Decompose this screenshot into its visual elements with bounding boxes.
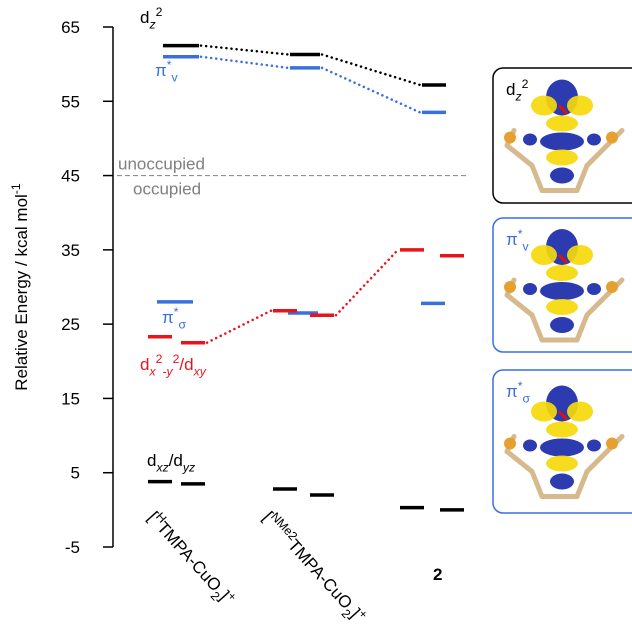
category-label-part: 2 [433,565,442,584]
orbital-lobe [531,402,557,422]
level-label-part: yz [182,461,195,475]
level-label: dx2-y2/dxy [140,352,207,378]
page: {"chart_data": { "type": "energy-level",… [0,0,632,641]
level-label-part: d [147,451,156,470]
orbital-lobe [546,116,578,132]
connector [207,311,271,343]
inset: dz2 [493,68,632,203]
orbital-lobe [567,96,593,116]
level-label-part: z [148,18,155,32]
inset: π*v [493,218,632,352]
orbital-lobe [531,96,557,116]
orbital-lobe [567,245,593,265]
y-tick-label: 45 [61,167,80,186]
inset-label-part: 2 [522,77,529,91]
level-label: π*v [155,58,179,84]
category-label: [HTMPA-CuO2]+ [141,506,240,612]
orbital-lobe [546,150,578,166]
divider-below: occupied [133,180,201,199]
inset: π*σ [493,370,632,513]
y-tick-label: 25 [61,315,80,334]
level-label-part: x [148,365,156,379]
level-label-part: d [140,8,149,27]
category-label-part: TMPA-CuO [284,536,356,613]
orbital-lobe [540,133,584,151]
connector [336,250,398,315]
y-axis-label-part: -1 [9,183,23,194]
y-tick-label: 15 [61,389,80,408]
level-label: dxz/dyz [147,451,195,475]
orbital-lobe [546,265,578,281]
y-tick-label: 35 [61,241,80,260]
y-tick-label: 5 [71,464,80,483]
orbital-lobe [587,440,601,452]
orbital-lobe [550,474,574,490]
orbital-lobe [540,282,584,300]
level-label-part: xz [155,461,168,475]
category-label: 2 [433,565,442,584]
level-label-part: -y [162,365,173,379]
orbital-lobe [546,456,578,472]
category-label: [NMe2TMPA-CuO2]+ [256,506,371,630]
level-label-part: d [140,355,149,374]
level-label-part: 2 [156,5,163,19]
orbital-lobe [546,422,578,438]
connector [322,54,420,84]
y-tick-label: 55 [61,92,80,111]
chart: -5 5 15 25 35 45 55 65 Relative Energy / kcal mo… [0,0,632,641]
level-label-part: σ [179,318,187,332]
level-label-part: /d [169,451,183,470]
y-tick-label: -5 [65,538,80,557]
connector [322,68,420,113]
orbital-lobe [550,168,574,184]
divider-above: unoccupied [118,155,205,174]
y-axis-label: Relative Energy / kcal mol-1 [9,183,31,391]
inset-label-part: π [506,382,518,401]
atom [504,132,516,144]
y-axis-label-part: Relative Energy / kcal mol [12,194,31,391]
orbital-lobe [550,317,574,333]
level-label: dz2 [140,5,163,31]
orbital-lobe [523,440,537,452]
atom [606,132,618,144]
atom [606,438,618,450]
level-label-part: xy [193,365,207,379]
orbital-lobe [546,299,578,315]
inset-label-part: π [506,230,518,249]
orbital-lobe [531,245,557,265]
inset-label-part: σ [523,392,531,406]
connector [201,46,288,55]
category-label-part: TMPA-CuO [153,518,225,595]
atom [606,281,618,293]
orbital-lobe [587,134,601,146]
inset-label-part: z [514,90,521,104]
inset-label-part: v [523,240,530,254]
level-label: π*σ [162,305,187,331]
atom [504,438,516,450]
orbital-lobe [523,134,537,146]
y-tick-label: 65 [61,18,80,37]
level-label-part: /d [179,355,193,374]
level-label-part: π [155,61,167,80]
orbital-lobe [567,402,593,422]
orbital-lobe [587,283,601,295]
connector [201,57,288,68]
orbital-lobe [523,283,537,295]
atom [504,281,516,293]
orbital-lobe [540,439,584,457]
level-label-part: v [172,71,179,85]
level-label-part: π [162,308,174,327]
inset-label-part: d [506,80,515,99]
